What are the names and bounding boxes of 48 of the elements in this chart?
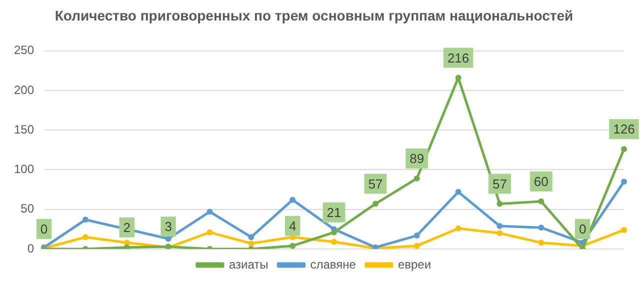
point: [82, 216, 88, 223]
data-label: 57: [368, 176, 383, 192]
point: [538, 224, 544, 231]
point: [414, 232, 420, 239]
data-label: 2: [123, 220, 130, 235]
point: [248, 234, 254, 240]
data-label: 3: [164, 219, 172, 234]
point: [455, 225, 462, 232]
point: [290, 196, 296, 203]
data-label: 21: [326, 204, 342, 220]
data-label: 0: [40, 222, 48, 237]
point: [414, 242, 420, 249]
point: [290, 242, 296, 249]
y-tick-label: 250: [14, 43, 34, 58]
data-label: 60: [534, 174, 548, 190]
data-label: 89: [410, 151, 424, 166]
point: [496, 200, 503, 207]
point: [206, 229, 213, 236]
point: [496, 230, 503, 236]
point: [206, 208, 213, 215]
point: [621, 226, 627, 233]
data-label: 0: [578, 222, 586, 237]
chart-title: Количество приговоренных по трем основным группам национальностей: [54, 7, 574, 24]
data-label: 126: [613, 122, 635, 137]
legend-label: азиаты: [228, 257, 268, 272]
point: [621, 146, 627, 152]
point: [621, 178, 627, 185]
point: [538, 240, 544, 246]
y-tick-label: 50: [20, 202, 34, 216]
data-label: 57: [492, 176, 507, 192]
y-tick-label: 0: [27, 241, 34, 256]
legend-label: евреи: [398, 257, 432, 272]
point: [82, 234, 88, 240]
point: [124, 244, 130, 249]
point: [538, 198, 544, 204]
point: [496, 223, 503, 230]
point: [455, 188, 462, 195]
point: [414, 175, 420, 182]
point: [248, 240, 254, 246]
y-tick-label: 150: [14, 122, 34, 136]
y-tick-label: 200: [14, 82, 34, 97]
point: [372, 200, 378, 207]
data-label: 216: [447, 50, 470, 66]
data-label: 4: [288, 218, 296, 234]
y-tick-label: 100: [14, 162, 34, 176]
point: [331, 238, 338, 245]
point: [331, 229, 338, 236]
legend-label: славяне: [310, 257, 356, 272]
